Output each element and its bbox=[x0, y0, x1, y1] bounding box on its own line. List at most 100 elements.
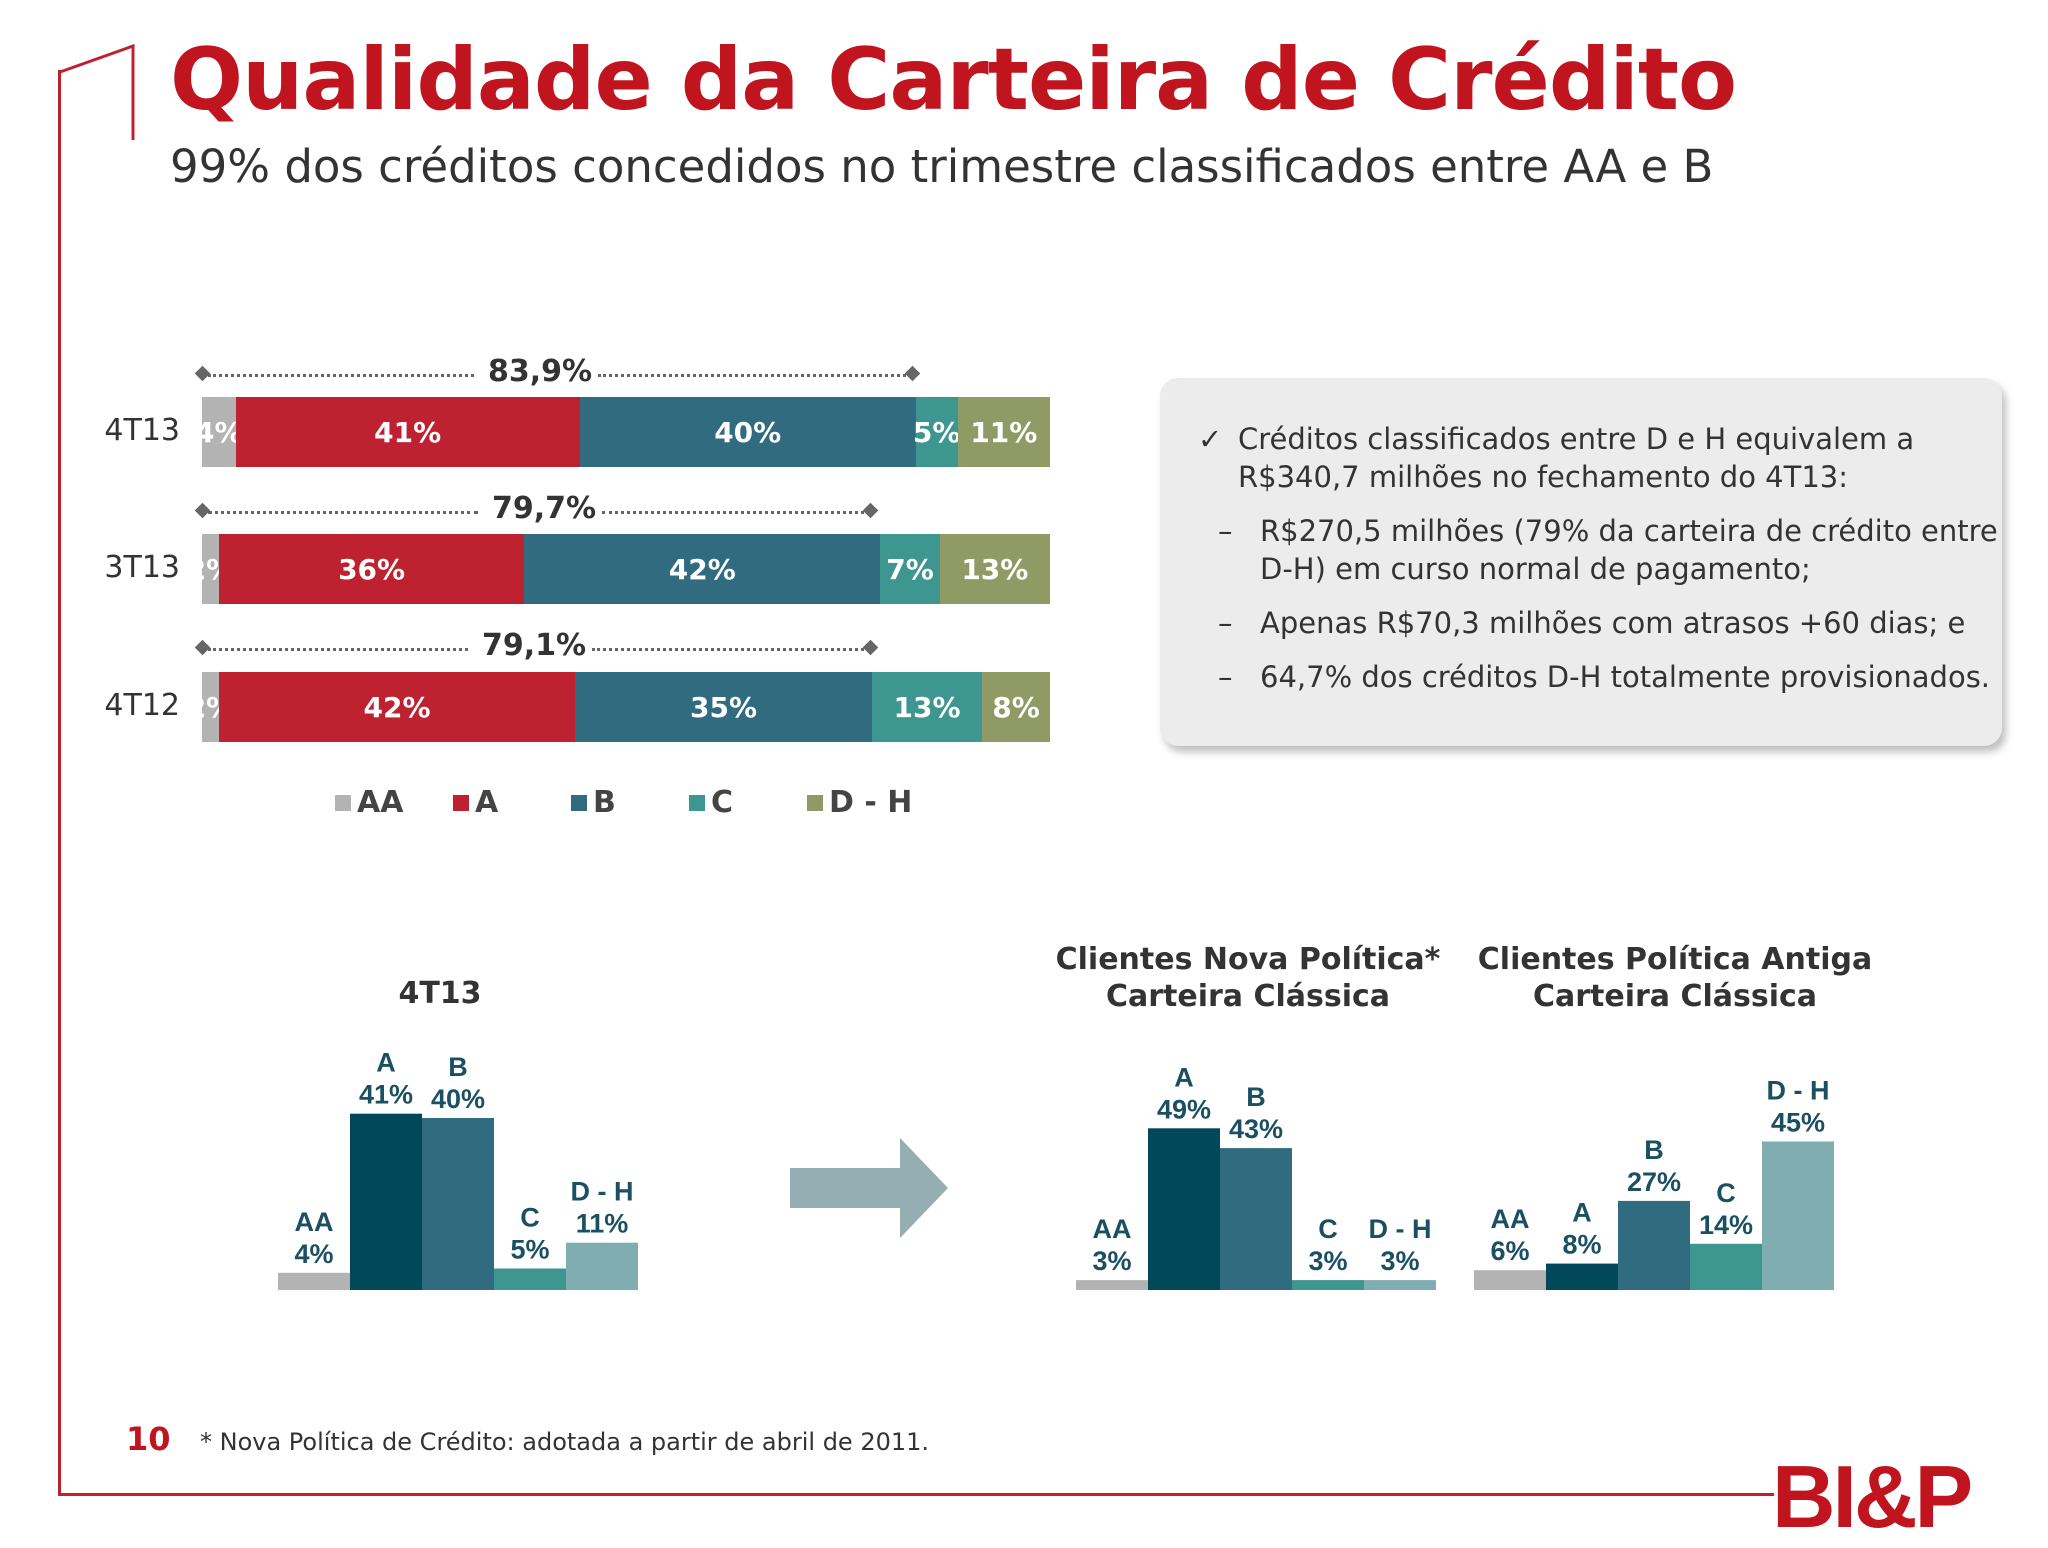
legend-label: A bbox=[475, 785, 499, 820]
column-value-label: 45% bbox=[1771, 1108, 1825, 1138]
column-value-label: 27% bbox=[1627, 1167, 1681, 1197]
chart-title-politica-antiga: Clientes Política Antiga Carteira Clássi… bbox=[1477, 942, 1873, 1014]
column-value-label: 40% bbox=[431, 1084, 485, 1114]
column-bar bbox=[1762, 1141, 1834, 1290]
bracket-annotation: 79,1% bbox=[0, 628, 2048, 664]
callout-item2: Apenas R$70,3 milhões com atrasos +60 di… bbox=[1260, 606, 1966, 640]
bar-segment-d-h: 11% bbox=[957, 397, 1050, 467]
bip-logo: BI&P bbox=[1772, 1447, 1973, 1546]
column-bar bbox=[1364, 1280, 1436, 1290]
column-category-label: AA bbox=[295, 1207, 334, 1237]
bracket-value: 79,1% bbox=[482, 628, 587, 663]
legend-item: D - H bbox=[807, 785, 925, 820]
chart-title-4t13: 4T13 bbox=[398, 976, 482, 1011]
chart-title-nova-politica: Clientes Nova Política* Carteira Clássic… bbox=[1055, 942, 1441, 1014]
column-bar bbox=[1618, 1200, 1690, 1290]
bar-segment-label: 13% bbox=[961, 552, 1029, 586]
column-value-label: 4% bbox=[294, 1239, 333, 1269]
info-callout: ✓ Créditos classificados entre D e H equ… bbox=[1160, 378, 2002, 746]
frame-left-line bbox=[58, 70, 61, 1496]
row-label-4t12: 4T12 bbox=[104, 688, 180, 723]
column-bar bbox=[1690, 1243, 1762, 1290]
bar-segment-b: 40% bbox=[579, 397, 916, 467]
column-value-label: 5% bbox=[510, 1235, 549, 1265]
column-value-label: 3% bbox=[1308, 1246, 1347, 1276]
frame-bottom-line bbox=[58, 1493, 1774, 1496]
footnote: * Nova Política de Crédito: adotada a pa… bbox=[200, 1428, 930, 1456]
stacked-bar-row: 2% 36% 42% 7% 13% bbox=[187, 534, 1050, 604]
column-bar bbox=[1220, 1148, 1292, 1290]
bar-segment-label: 35% bbox=[689, 690, 758, 724]
column-bar bbox=[494, 1268, 566, 1290]
column-category-label: AA bbox=[1491, 1204, 1530, 1234]
legend-swatch bbox=[571, 794, 587, 811]
bar-segment-c: 7% bbox=[880, 534, 940, 604]
column-value-label: 3% bbox=[1380, 1246, 1419, 1276]
diamond-marker bbox=[862, 639, 879, 656]
column-value-label: 8% bbox=[1562, 1230, 1601, 1260]
column-value-label: 6% bbox=[1490, 1236, 1529, 1266]
bar-segment-label: 41% bbox=[374, 415, 442, 449]
bracket-value: 83,9% bbox=[488, 354, 593, 389]
column-bar bbox=[1076, 1280, 1148, 1290]
column-value-label: 3% bbox=[1092, 1246, 1131, 1276]
page-title: Qualidade da Carteira de Crédito bbox=[170, 30, 1737, 130]
legend-label: C bbox=[711, 785, 734, 820]
row-label-3t13: 3T13 bbox=[104, 550, 180, 585]
callout-check-line-2: R$340,7 milhões no fechamento do 4T13: bbox=[1238, 460, 1848, 494]
bracket-annotation: 79,7% bbox=[0, 491, 2048, 527]
column-category-label: AA bbox=[1093, 1214, 1132, 1244]
column-bar bbox=[1474, 1270, 1546, 1290]
diamond-marker bbox=[194, 639, 211, 656]
legend-item: A bbox=[453, 785, 571, 820]
column-category-label: A bbox=[376, 1048, 396, 1078]
column-value-label: 14% bbox=[1699, 1210, 1753, 1240]
bar-segment-label: 11% bbox=[970, 415, 1038, 449]
column-category-label: D - H bbox=[1369, 1214, 1432, 1244]
bar-segment-b: 42% bbox=[524, 534, 881, 604]
legend-label: B bbox=[593, 785, 616, 820]
column-category-label: B bbox=[448, 1052, 468, 1082]
bar-segment-d-h: 13% bbox=[939, 534, 1050, 604]
legend-swatch bbox=[689, 794, 705, 811]
stacked-bar-row: 2% 42% 35% 13% 8% bbox=[187, 672, 1050, 742]
bar-segment-c: 5% bbox=[912, 397, 961, 467]
column-value-label: 49% bbox=[1157, 1094, 1211, 1124]
bracket-annotation: 83,9% bbox=[0, 354, 2048, 390]
column-bar bbox=[350, 1113, 422, 1290]
column-category-label: C bbox=[1716, 1178, 1736, 1208]
diamond-marker bbox=[904, 365, 921, 382]
bar-segment-label: 42% bbox=[668, 552, 736, 586]
bar-segment-aa: 2% bbox=[187, 534, 234, 604]
column-bar bbox=[422, 1118, 494, 1290]
column-bar bbox=[1292, 1280, 1364, 1290]
bar-segment-label: 5% bbox=[912, 415, 961, 449]
legend-item: C bbox=[689, 785, 807, 820]
bar-segment-a: 36% bbox=[218, 534, 525, 604]
column-value-label: 11% bbox=[576, 1209, 629, 1239]
callout-check-line-1: Créditos classificados entre D e H equiv… bbox=[1238, 422, 1915, 456]
dash-icon: – bbox=[1218, 606, 1233, 640]
row-label-4t13: 4T13 bbox=[104, 413, 180, 448]
column-category-label: A bbox=[1572, 1198, 1592, 1228]
column-value-label: 43% bbox=[1229, 1114, 1283, 1144]
stacked-bar-row: 4% 41% 40% 5% 11% bbox=[195, 397, 1050, 467]
bar-segment-label: 13% bbox=[893, 690, 961, 724]
callout-item3: 64,7% dos créditos D-H totalmente provis… bbox=[1260, 660, 1991, 694]
callout-item1-line-2: D-H) em curso normal de pagamento; bbox=[1260, 552, 1811, 586]
bar-segment-label: 8% bbox=[992, 690, 1040, 724]
diamond-marker bbox=[194, 502, 211, 519]
bar-segment-label: 4% bbox=[195, 415, 243, 449]
diamond-marker bbox=[194, 365, 211, 382]
check-icon: ✓ bbox=[1198, 422, 1223, 456]
legend-label: D - H bbox=[829, 785, 913, 820]
column-category-label: B bbox=[1246, 1082, 1266, 1112]
legend-swatch bbox=[453, 794, 469, 811]
column-category-label: D - H bbox=[571, 1177, 634, 1207]
dash-icon: – bbox=[1218, 660, 1233, 694]
bracket-value: 79,7% bbox=[492, 491, 597, 526]
frame-corner-mark bbox=[59, 43, 135, 140]
column-category-label: C bbox=[1318, 1214, 1338, 1244]
column-bar bbox=[278, 1272, 350, 1290]
